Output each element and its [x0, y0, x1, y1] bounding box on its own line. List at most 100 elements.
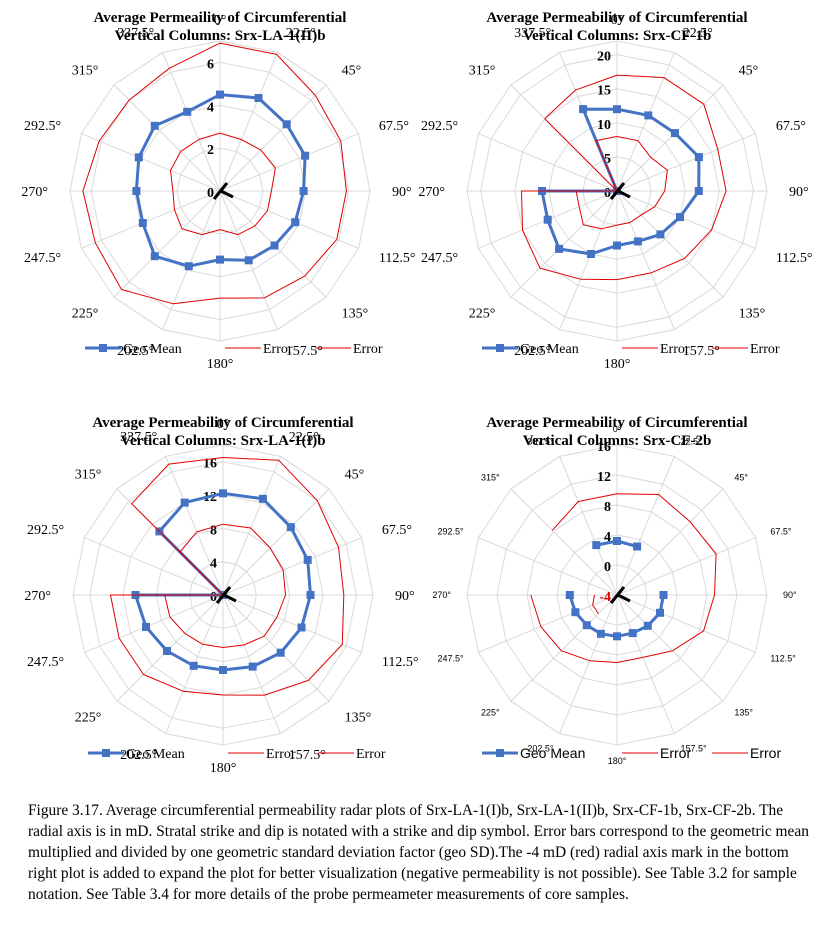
- series-error-2: [575, 136, 668, 230]
- angle-label: 135°: [739, 307, 766, 322]
- radial-tick-label: 0: [210, 590, 217, 605]
- angle-label: 315°: [481, 473, 500, 483]
- grid-spoke: [113, 84, 221, 192]
- legend-label: Error: [660, 745, 691, 761]
- geo-mean-marker: [132, 187, 141, 195]
- geo-mean-marker: [301, 151, 310, 160]
- grid-spoke: [222, 594, 330, 702]
- legend-label: Geo Mean: [520, 342, 579, 357]
- angle-label: 0°: [217, 417, 230, 432]
- angle-label: 202.5°: [117, 344, 154, 359]
- series-line: [134, 93, 307, 268]
- series-error-1: [521, 74, 727, 281]
- angle-label: 45°: [345, 467, 365, 482]
- angle-label: 157.5°: [683, 344, 720, 359]
- grid-spoke: [616, 456, 675, 596]
- series-error-2: [164, 523, 286, 648]
- angle-label: 270°: [432, 590, 451, 600]
- angle-label: 270°: [21, 185, 48, 200]
- radial-tick-label: 15: [597, 84, 611, 99]
- grid-spoke: [81, 190, 221, 249]
- chart-svg: Average Permeability of Circumferential V…: [418, 10, 812, 372]
- radar-chart-srx-cf-2b: Average Permeability of Circumferential V…: [417, 405, 817, 795]
- strike-dip-symbol: [215, 586, 237, 604]
- angle-label: 180°: [604, 357, 631, 372]
- angle-label: 112.5°: [379, 251, 416, 266]
- angle-label: 45°: [734, 473, 748, 483]
- angle-label: 202.5°: [527, 743, 554, 753]
- chart-svg: Average Permeability of Circumferential V…: [24, 415, 418, 776]
- legend-label: Error: [750, 745, 781, 761]
- series-line: [530, 493, 717, 663]
- radial-tick-label: 6: [207, 57, 214, 72]
- geo-mean-marker: [244, 256, 253, 265]
- geo-mean-marker: [592, 541, 601, 550]
- geo-mean-marker: [613, 632, 621, 641]
- grid-spoke: [84, 594, 224, 653]
- radial-tick-label: 16: [597, 440, 611, 455]
- legend-label: Error: [263, 342, 293, 357]
- angle-label: 157.5°: [681, 743, 708, 753]
- angle-label: 22.5°: [289, 430, 319, 445]
- geo-mean-marker: [291, 218, 300, 227]
- grid-spoke: [219, 190, 359, 249]
- radar-grid: [466, 444, 768, 746]
- angle-label: 337.5°: [527, 437, 554, 447]
- grid-spoke: [222, 456, 281, 596]
- geo-mean-marker: [150, 121, 159, 130]
- angle-label: 67.5°: [776, 119, 806, 134]
- legend-label: Geo Mean: [123, 342, 182, 357]
- angle-label: 135°: [345, 711, 372, 726]
- radial-tick-label: 10: [597, 118, 611, 133]
- grid-spoke: [616, 537, 756, 596]
- legend-label: Error: [353, 342, 383, 357]
- geo-mean-marker: [216, 255, 224, 264]
- series-line: [82, 42, 347, 305]
- geo-mean-marker: [555, 244, 564, 253]
- chart-title-line2: Vertical Columns: Srx-LA-1(II)b: [114, 28, 325, 44]
- grid-spoke: [219, 52, 278, 192]
- chart-svg: Average Permeability of Circumferential V…: [432, 415, 797, 766]
- geo-mean-marker: [644, 111, 653, 120]
- legend: Geo Mean Error Error: [482, 342, 780, 357]
- angle-label: 135°: [342, 307, 369, 322]
- geo-mean-marker: [189, 661, 198, 670]
- strike-dip-symbol: [609, 182, 631, 200]
- angle-label: 225°: [72, 307, 99, 322]
- radial-tick-label: 8: [604, 500, 611, 515]
- geo-mean-marker: [276, 648, 285, 657]
- legend-label: Error: [660, 342, 690, 357]
- geo-mean-marker: [270, 241, 279, 250]
- legend-label: Geo Mean: [126, 747, 185, 762]
- angle-label: 337.5°: [120, 430, 157, 445]
- geo-mean-marker: [628, 629, 637, 638]
- chart-title-line1: Average Permeability of Circumferential: [486, 415, 747, 431]
- geo-mean-marker: [694, 153, 703, 162]
- legend-label: Error: [266, 747, 296, 762]
- grid-spoke: [222, 594, 362, 653]
- grid-spoke: [510, 488, 618, 596]
- angle-label: 90°: [395, 589, 415, 604]
- chart-svg: Average Permeaility of Circumferential Ve…: [21, 10, 416, 372]
- angle-label: 315°: [72, 63, 99, 78]
- radial-tick-label: 4: [604, 530, 611, 545]
- geo-mean-marker: [596, 629, 605, 638]
- radial-tick-label: 0: [207, 186, 214, 201]
- chart-title-line1: Average Permeability of Circumferential: [486, 10, 747, 26]
- grid-spoke: [616, 133, 756, 192]
- geo-mean-marker: [163, 647, 171, 655]
- grid-spoke: [616, 190, 756, 249]
- legend-marker: [496, 749, 504, 757]
- angle-label: 270°: [24, 589, 51, 604]
- angle-label: 45°: [739, 63, 759, 78]
- angle-label: 225°: [469, 307, 496, 322]
- radial-tick-label: 5: [604, 152, 611, 167]
- angle-label: 202.5°: [514, 344, 551, 359]
- radial-tick-label: 4: [210, 557, 217, 572]
- grid-spoke: [478, 133, 618, 192]
- grid-spoke: [616, 594, 724, 702]
- radar-chart-srx-la-1-i-b: Average Permeability of Circumferential V…: [15, 405, 418, 795]
- geo-mean-marker: [571, 608, 580, 617]
- angle-label: 225°: [481, 707, 500, 717]
- angle-label: 315°: [75, 467, 102, 482]
